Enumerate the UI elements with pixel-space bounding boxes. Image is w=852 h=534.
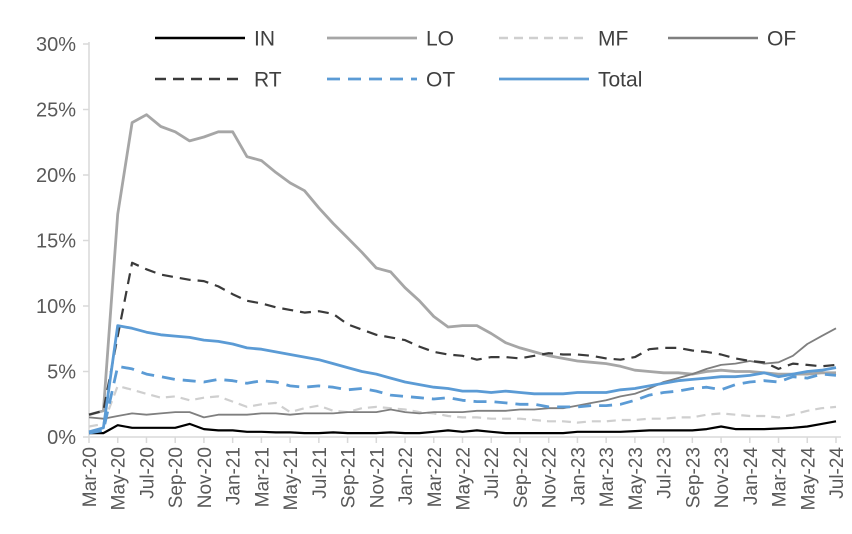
x-tick-label: Sep-20	[166, 447, 187, 508]
legend-label-Total: Total	[598, 69, 642, 92]
y-tick-label: 10%	[36, 296, 76, 318]
y-tick-label: 25%	[36, 100, 76, 122]
x-tick-label: Sep-23	[683, 447, 704, 508]
x-tick-label: Nov-20	[195, 447, 216, 508]
x-tick-label: Jan-23	[568, 447, 589, 505]
x-tick-label: Mar-23	[597, 447, 618, 507]
x-tick-label: Mar-21	[252, 447, 273, 507]
x-tick-label: Mar-22	[425, 447, 446, 507]
legend-item-OF: OF	[668, 28, 796, 51]
x-tick-label: May-22	[454, 447, 475, 510]
y-tick-label: 5%	[47, 362, 76, 384]
x-tick-label: Jan-22	[396, 447, 417, 505]
series-line-IN	[89, 420, 837, 435]
x-tick-label: May-23	[626, 447, 647, 510]
legend-label-LO: LO	[426, 28, 454, 51]
legend-item-MF: MF	[499, 28, 628, 51]
x-tick-label: Jan-21	[224, 447, 245, 505]
y-tick-label: 15%	[36, 231, 76, 253]
y-tick-label: 20%	[36, 165, 76, 187]
x-tick-label: May-20	[109, 447, 130, 510]
legend-label-MF: MF	[598, 28, 628, 51]
legend-item-RT: RT	[155, 69, 282, 92]
legend-label-IN: IN	[254, 28, 275, 51]
x-tick-label: Jul-20	[137, 447, 158, 499]
x-tick-label: Nov-23	[712, 447, 733, 508]
x-tick-label: Jul-21	[310, 447, 331, 499]
x-tick-label: Jul-23	[655, 447, 676, 499]
x-tick-label: Jul-22	[482, 447, 503, 499]
series-line-OT	[88, 364, 837, 435]
x-tick-label: Sep-22	[511, 447, 532, 508]
x-tick-label: Jan-24	[741, 447, 762, 506]
series-line-LO	[88, 113, 836, 417]
x-tick-label: May-21	[281, 447, 302, 510]
series-line-OF	[88, 327, 837, 420]
legend-item-OT: OT	[327, 69, 455, 92]
legend-label-OT: OT	[426, 69, 455, 92]
x-tick-label: Nov-22	[540, 447, 561, 508]
x-tick-label: Jul-24	[827, 447, 848, 499]
x-tick-label: May-24	[798, 447, 819, 511]
y-tick-label: 0%	[47, 427, 76, 449]
x-tick-label: Mar-24	[770, 447, 791, 508]
x-tick-label: Mar-20	[80, 447, 101, 507]
x-tick-label: Nov-21	[367, 447, 388, 508]
legend-item-Total: Total	[499, 69, 642, 92]
legend-item-LO: LO	[327, 28, 454, 51]
legend-item-IN: IN	[155, 28, 275, 51]
legend-label-OF: OF	[767, 28, 796, 51]
series-line-Total	[88, 324, 837, 434]
series-line-RT	[88, 261, 837, 416]
x-tick-label: Sep-21	[339, 447, 360, 508]
legend-label-RT: RT	[254, 69, 282, 92]
series-line-MF	[88, 384, 837, 428]
y-tick-label: 30%	[36, 34, 76, 56]
